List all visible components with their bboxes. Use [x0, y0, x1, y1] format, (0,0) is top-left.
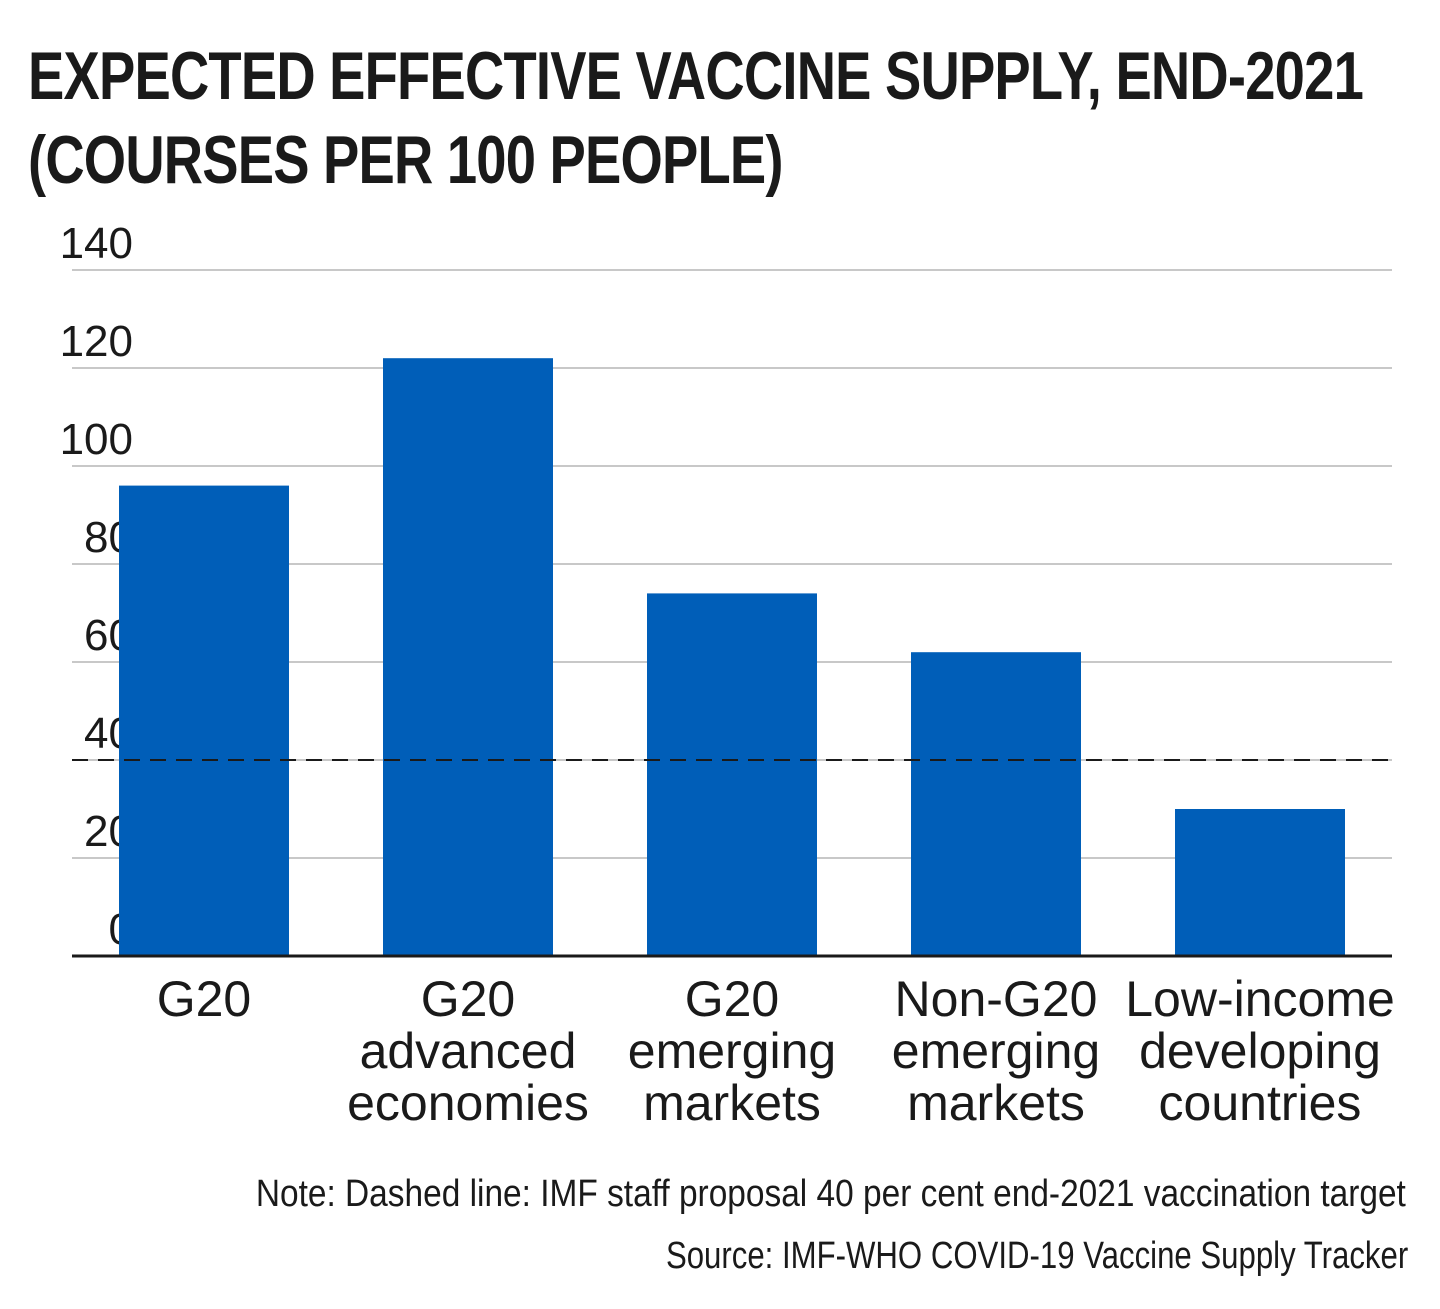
x-category-label-4-line-0: Low-income: [1125, 971, 1395, 1027]
bar-chart: 020406080100120140 G20G20advancedeconomi…: [60, 219, 1395, 1131]
bar-3: [911, 652, 1081, 956]
chart-title-line-2: (COURSES PER 100 PEOPLE): [28, 122, 784, 198]
x-category-label-1-line-0: G20: [421, 971, 516, 1027]
x-category-label-1: G20 advanced economies: [347, 971, 589, 1131]
x-category-label-0: G20: [157, 971, 252, 1027]
x-category-label-2: G20 emerging markets: [628, 971, 836, 1131]
x-category-label-2-line-0: G20: [685, 971, 780, 1027]
bar-2: [647, 593, 817, 956]
x-category-label-1-line-2: economies: [347, 1075, 589, 1131]
bars: [119, 358, 1345, 956]
chart-note: Note: Dashed line: IMF staff proposal 40…: [255, 1173, 1406, 1215]
x-category-label-4: Low-income developing countries: [1125, 971, 1395, 1131]
x-category-label-2-line-1: emerging: [628, 1023, 836, 1079]
bar-0: [119, 485, 289, 956]
x-category-label-1-line-1: advanced: [360, 1023, 577, 1079]
x-category-label-3-line-1: emerging: [892, 1023, 1100, 1079]
bar-4: [1175, 809, 1345, 956]
y-tick-label-140: 140: [60, 219, 133, 268]
x-category-label-3-line-0: Non-G20: [895, 971, 1098, 1027]
x-category-label-3-line-2: markets: [907, 1075, 1085, 1131]
x-category-label-2-line-2: markets: [643, 1075, 821, 1131]
x-category-label-4-line-2: countries: [1159, 1075, 1362, 1131]
chart-source: Source: IMF-WHO COVID-19 Vaccine Supply …: [665, 1235, 1408, 1277]
x-category-label-4-line-1: developing: [1139, 1023, 1381, 1079]
y-tick-label-120: 120: [60, 317, 133, 366]
y-tick-label-100: 100: [60, 415, 133, 464]
x-category-label-3: Non-G20 emerging markets: [892, 971, 1100, 1131]
x-category-label-0-line-0: G20: [157, 971, 252, 1027]
bar-1: [383, 358, 553, 956]
